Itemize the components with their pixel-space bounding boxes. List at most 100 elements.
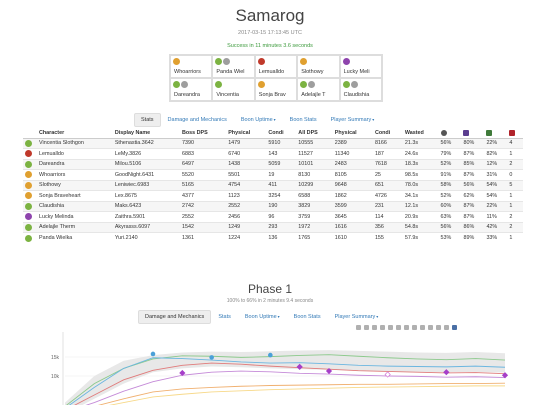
squad-member-name: Sonja Brav <box>258 92 286 98</box>
table-cell: 136 <box>266 232 297 243</box>
column-header[interactable] <box>438 128 462 139</box>
series-line <box>68 357 506 405</box>
column-header[interactable] <box>484 128 508 139</box>
table-cell <box>23 179 37 191</box>
table-cell: 82% <box>484 148 508 159</box>
tab-boon-stats[interactable]: Boon Stats <box>287 310 328 324</box>
table-cell: 231 <box>372 200 403 212</box>
camera-icon[interactable] <box>356 325 361 330</box>
tab-boon-stats[interactable]: Boon Stats <box>283 113 324 127</box>
tab-boon-uptime[interactable]: Boon Uptime▾ <box>238 310 287 324</box>
dps-chart[interactable]: 15k 10k <box>25 332 540 405</box>
table-cell: 5910 <box>266 137 297 149</box>
tab-label: Damage and Mechanics <box>145 314 205 320</box>
profession-icon <box>25 213 32 221</box>
table-cell: 1 <box>507 148 523 159</box>
column-header[interactable]: Condi <box>266 128 297 139</box>
tab-boon-uptime[interactable]: Boon Uptime▾ <box>234 113 283 127</box>
table-cell: 1765 <box>296 232 333 243</box>
table-cell: 2456 <box>226 211 267 222</box>
marker-point <box>209 355 214 360</box>
table-cell: 18.3s <box>402 158 439 170</box>
column-header[interactable] <box>507 128 523 139</box>
spike-lines-icon[interactable] <box>428 325 433 330</box>
squad-member: Lucky Meli <box>339 55 382 78</box>
autoscale-icon[interactable] <box>412 325 417 330</box>
column-header[interactable]: Character <box>37 128 113 139</box>
tab-stats[interactable]: Stats <box>211 310 238 324</box>
hover-closest-icon[interactable] <box>436 325 441 330</box>
column-header[interactable]: Display Name <box>112 128 180 139</box>
column-header[interactable]: Boss DPS <box>179 128 227 139</box>
zoom-out-icon[interactable] <box>404 325 409 330</box>
table-cell: 62% <box>461 190 485 201</box>
table-cell: Lucky Melinda <box>37 211 113 222</box>
tab-label: Stats <box>218 314 231 320</box>
range-band <box>65 350 505 405</box>
zoom-icon[interactable] <box>364 325 369 330</box>
lasso-icon[interactable] <box>388 325 393 330</box>
tab-player-summary[interactable]: Player Summary▾ <box>324 113 382 127</box>
profession-icon <box>223 58 231 65</box>
table-cell: 58% <box>438 179 462 191</box>
table-cell: 20.9s <box>402 211 439 222</box>
table-cell: 2552 <box>226 200 267 212</box>
table-cell: 4377 <box>179 190 227 201</box>
table-cell: 4754 <box>226 179 267 191</box>
series-line <box>74 362 506 405</box>
table-cell: 0 <box>507 169 523 180</box>
table-cell: Whoarriors <box>37 169 113 180</box>
column-header[interactable]: Physical <box>226 128 267 139</box>
table-cell: 12.1s <box>402 200 439 212</box>
column-header[interactable] <box>23 128 37 139</box>
table-cell: Akyrasss.6097 <box>112 221 180 233</box>
column-header[interactable]: Condi <box>372 128 403 139</box>
squad-member-name: Dareandra <box>174 92 200 98</box>
table-cell: 5 <box>507 179 523 191</box>
table-cell: 1 <box>507 190 523 201</box>
table-cell: 356 <box>372 221 403 233</box>
pan-icon[interactable] <box>372 325 377 330</box>
table-cell: 6740 <box>226 148 267 159</box>
marker-point <box>268 352 273 358</box>
table-cell: Zaithra.5901 <box>112 211 180 222</box>
reset-axes-icon[interactable] <box>420 325 425 330</box>
table-cell <box>23 137 37 149</box>
table-cell: 11340 <box>332 148 373 159</box>
table-cell: 2 <box>507 211 523 222</box>
column-header[interactable]: Wasted <box>402 128 439 139</box>
column-header[interactable]: All DPS <box>296 128 333 139</box>
table-cell <box>23 169 37 180</box>
table-cell: 1361 <box>179 232 227 243</box>
tab-damage-and-mechanics[interactable]: Damage and Mechanics <box>138 310 212 324</box>
caret-down-icon: ▾ <box>277 314 280 319</box>
squad-member: Dareandra <box>170 78 213 101</box>
table-cell: Yuri.2140 <box>112 232 180 243</box>
squad-composition: Whoarriors Panda Wiel Lemualldo Slothowy Luc… <box>169 54 383 102</box>
table-cell: 96 <box>266 211 297 222</box>
tab-label: Player Summary <box>334 314 376 320</box>
tab-label: Boon Uptime <box>240 117 273 123</box>
table-cell: 11527 <box>296 148 333 159</box>
column-header[interactable] <box>461 128 485 139</box>
box-select-icon[interactable] <box>380 325 385 330</box>
phase-tabs: Damage and Mechanics Stats Boon Uptime▾ Boo… <box>138 310 385 324</box>
table-cell: 1224 <box>226 232 267 243</box>
table-row: Sonja Braveheart Lex.8675 4377 1123 3254 6588… <box>23 190 523 201</box>
table-cell: 78.0s <box>402 179 439 191</box>
plotly-logo-icon[interactable] <box>452 325 457 330</box>
hover-compare-icon[interactable] <box>444 325 449 330</box>
table-cell: Claudishia <box>37 200 113 212</box>
tab-stats[interactable]: Stats <box>134 113 161 127</box>
stats-table-header: Character Display Name Boss DPS Physical Con… <box>23 128 523 139</box>
squad-member: Adelajle T <box>297 78 340 101</box>
tab-player-summary[interactable]: Player Summary▾ <box>328 310 386 324</box>
tab-damage-and-mechanics[interactable]: Damage and Mechanics <box>161 113 234 127</box>
table-cell: 187 <box>372 148 403 159</box>
tab-label: Boon Uptime <box>244 314 277 320</box>
column-header[interactable]: Physical <box>332 128 373 139</box>
profession-icon <box>257 58 265 65</box>
table-cell: 6883 <box>179 148 227 159</box>
table-cell: 87% <box>461 169 485 180</box>
zoom-in-icon[interactable] <box>396 325 401 330</box>
